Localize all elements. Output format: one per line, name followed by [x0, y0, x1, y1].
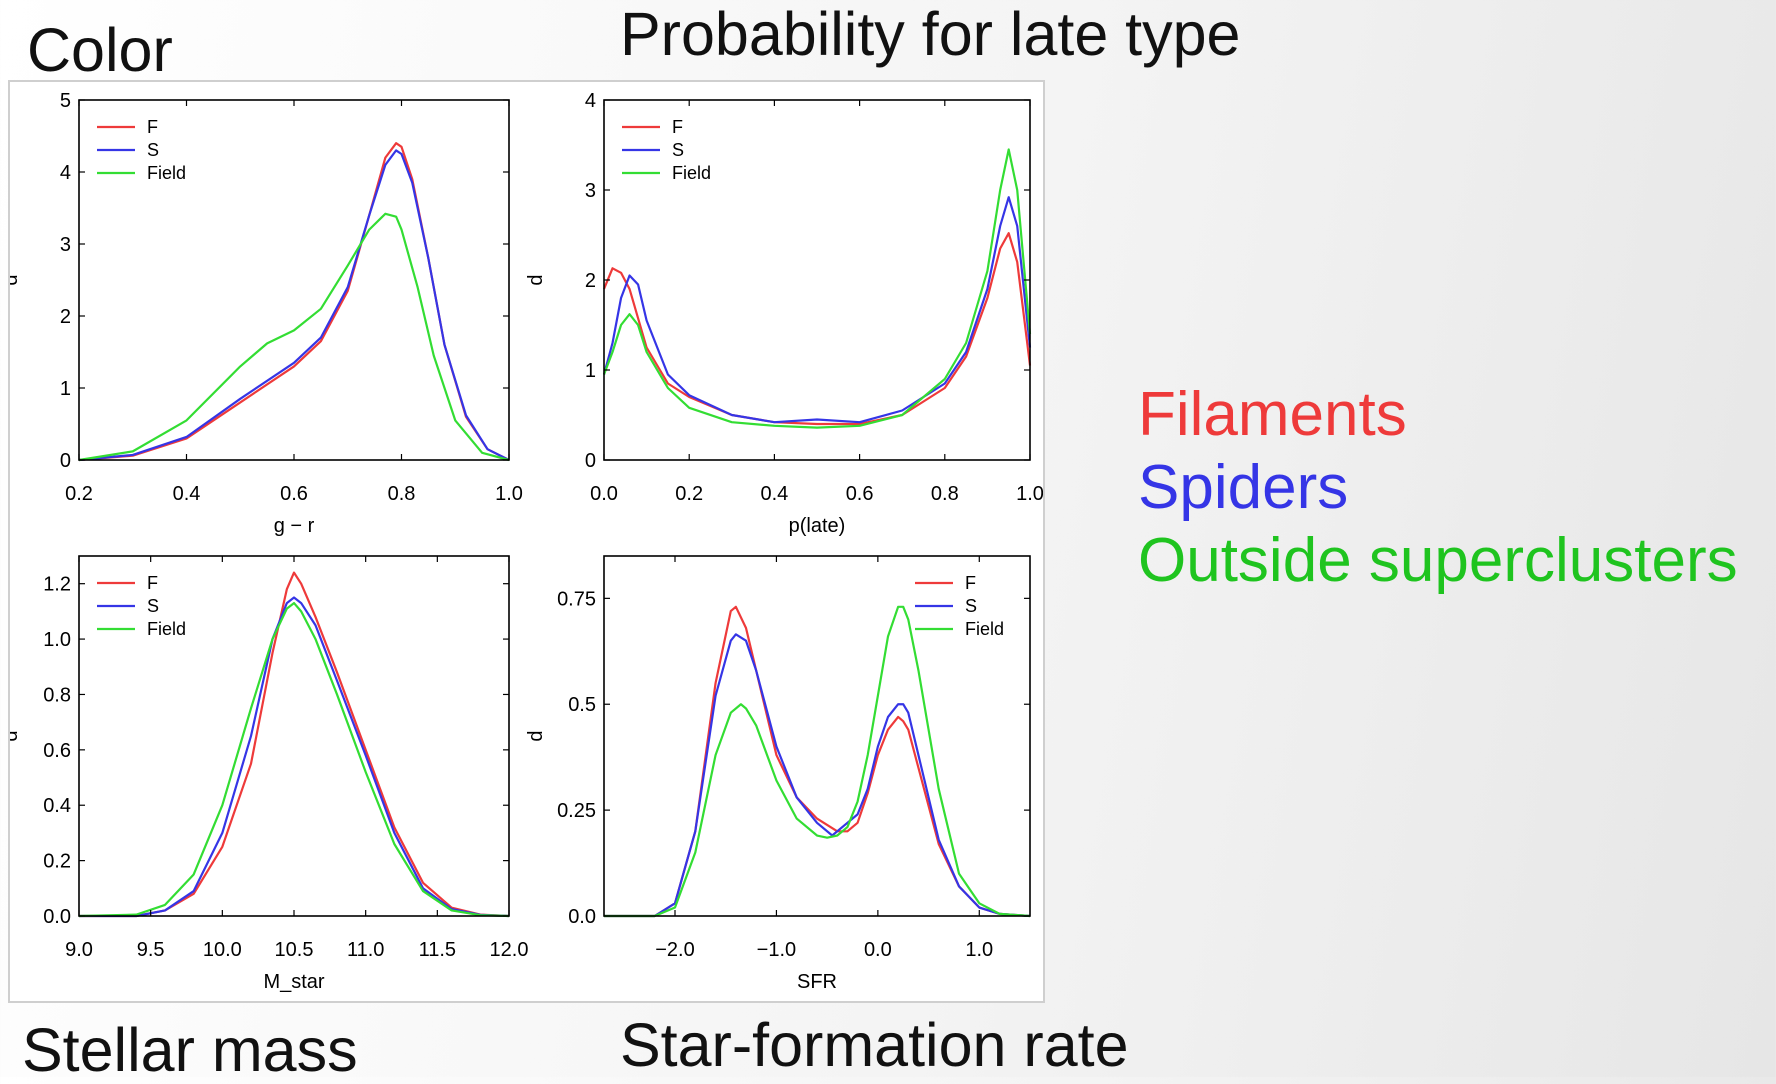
x-tick-label: 0.2: [65, 483, 93, 505]
legend-outside-superclusters: Outside superclusters: [1138, 526, 1738, 595]
y-tick-label: 0.75: [557, 588, 596, 610]
plot-frame: [603, 555, 1031, 917]
y-tick-label: 0.5: [568, 694, 596, 716]
chart-1: 0.0 0.2 0.4 0.6 0.8 1.0 0 1 2 3 4 p(late) d FS Field: [525, 90, 1043, 537]
x-tick-label: 9.0: [65, 939, 93, 961]
legend-label-f: F: [965, 573, 976, 593]
y-tick-label: 0: [60, 450, 71, 472]
y-tick-label: 0: [585, 450, 596, 472]
y-tick-label: 0.25: [557, 800, 596, 822]
y-tick-label: 0.8: [43, 684, 71, 706]
title-star-formation-rate: Star-formation rate: [620, 1011, 1129, 1079]
y-tick-label: 0.2: [43, 851, 71, 873]
y-axis-label: d: [10, 274, 22, 285]
y-tick-label: 2: [60, 306, 71, 328]
x-tick-label: 0.8: [388, 483, 416, 505]
y-tick-label: 1: [585, 360, 596, 382]
x-tick-label: 1.0: [965, 939, 993, 961]
x-tick-label: −2.0: [655, 939, 694, 961]
y-tick-label: 2: [585, 270, 596, 292]
y-tick-label: 0.4: [43, 795, 71, 817]
legend-label-s: S: [147, 596, 159, 616]
legend-label-f: F: [672, 117, 683, 137]
y-tick-label: 4: [585, 90, 596, 112]
y-tick-label: 0.6: [43, 740, 71, 762]
x-tick-label: 0.4: [173, 483, 201, 505]
x-axis-label: M_star: [263, 971, 324, 993]
x-tick-label: 0.2: [675, 483, 703, 505]
legend-label-s: S: [672, 140, 684, 160]
legend-label-s: S: [147, 140, 159, 160]
x-tick-label: 9.5: [137, 939, 165, 961]
series-line-f: [604, 605, 1031, 918]
legend-label-field: Field: [147, 619, 186, 639]
series-line-s: [78, 149, 510, 462]
series-line-field: [78, 212, 510, 462]
legend-label-field: Field: [147, 163, 186, 183]
series-line-field: [602, 148, 1032, 429]
title-color: Color: [27, 16, 173, 84]
y-tick-label: 0.0: [43, 906, 71, 928]
y-tick-label: 5: [60, 90, 71, 112]
legend-label-field: Field: [965, 619, 1004, 639]
chart-2: 9.0 9.5 10.0 10.5 11.0 11.5 12.0 0.0 0.2 0.4 0.6 0.…: [10, 555, 529, 993]
series-line-field: [604, 605, 1031, 918]
x-tick-label: −1.0: [757, 939, 796, 961]
y-tick-label: 1.2: [43, 574, 71, 596]
legend-filaments: Filaments: [1138, 380, 1407, 449]
plot-frame: [78, 555, 510, 917]
title-probability-late-type: Probability for late type: [620, 0, 1241, 68]
legend-label-f: F: [147, 573, 158, 593]
side-legend: Filaments Spiders Outside superclusters: [1138, 378, 1738, 597]
plot-frame: [78, 99, 510, 461]
y-tick-label: 4: [60, 162, 71, 184]
y-tick-label: 0.0: [568, 906, 596, 928]
plot-frame: [603, 99, 1031, 461]
legend-label-field: Field: [672, 163, 711, 183]
x-tick-label: 0.0: [864, 939, 892, 961]
legend-spiders: Spiders: [1138, 453, 1349, 522]
y-tick-label: 3: [585, 180, 596, 202]
x-tick-label: 10.5: [275, 939, 314, 961]
x-tick-label: 0.6: [846, 483, 874, 505]
chart-0: 0.2 0.4 0.6 0.8 1.0 0 1 2 3 4 5 g − r d FS Field: [10, 90, 523, 537]
title-stellar-mass: Stellar mass: [22, 1016, 358, 1084]
x-tick-label: 0.0: [590, 483, 618, 505]
x-tick-label: 12.0: [490, 939, 529, 961]
x-tick-label: 11.0: [347, 939, 384, 961]
legend-label-f: F: [147, 117, 158, 137]
series-line-f: [78, 142, 510, 462]
y-axis-label: d: [525, 274, 547, 285]
x-tick-label: 10.0: [203, 939, 242, 961]
x-tick-label: 0.8: [931, 483, 959, 505]
chart-3: −2.0 −1.0 0.0 1.0 0.0 0.25 0.5 0.75 SFR d FS Field: [525, 555, 1031, 993]
x-axis-label: g − r: [274, 515, 315, 537]
y-axis-label: d: [10, 730, 22, 741]
y-tick-label: 3: [60, 234, 71, 256]
y-tick-label: 1.0: [43, 629, 71, 651]
x-tick-label: 0.4: [760, 483, 788, 505]
series-line-s: [602, 196, 1032, 424]
series-line-field: [78, 601, 510, 918]
x-tick-label: 0.6: [280, 483, 308, 505]
series-line-f: [602, 232, 1032, 426]
y-axis-label: d: [525, 730, 547, 741]
y-tick-label: 1: [60, 378, 71, 400]
x-tick-label: 11.5: [419, 939, 456, 961]
series-line-s: [79, 596, 510, 918]
series-line-s: [604, 633, 1031, 918]
x-axis-label: SFR: [797, 971, 837, 993]
series-line-f: [79, 571, 510, 918]
x-tick-label: 1.0: [495, 483, 523, 505]
x-axis-label: p(late): [789, 515, 846, 537]
legend-label-s: S: [965, 596, 977, 616]
x-tick-label: 1.0: [1016, 483, 1043, 505]
